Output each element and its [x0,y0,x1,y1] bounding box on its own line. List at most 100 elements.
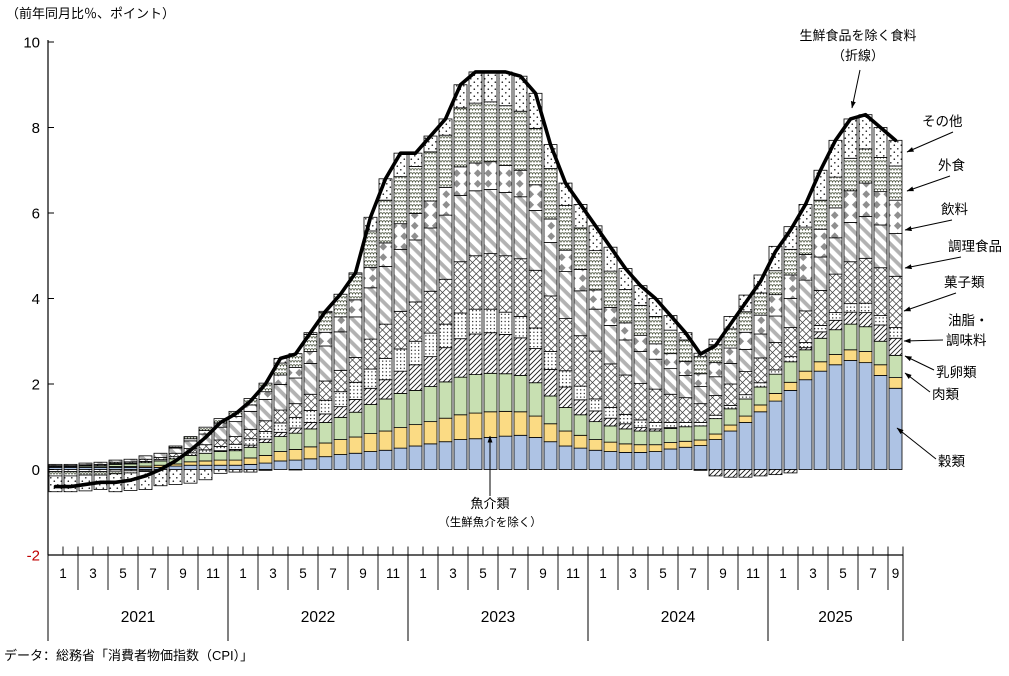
bar-segment-sonota [63,475,78,493]
bar-segment-chori [483,189,498,255]
bar-segment-gyokai [588,439,603,451]
year-label: 2023 [481,609,515,626]
bar-segment-inryo [528,184,543,211]
bar-segment-chori [813,256,828,291]
bar-segment-inryo [843,190,858,223]
bar-segment-kashi [648,388,663,423]
bar-segment-yushi [858,302,873,314]
bar-segment-niku [423,386,438,423]
legend-arrow-chori [904,256,962,270]
bar-segment-chori [228,421,243,437]
bar-segment-chori [288,377,303,405]
bar-segment-inryo [318,331,333,347]
bar-segment-gaishoku [843,157,858,192]
bar-segment-chori [648,358,663,390]
bar-segment-yushi [438,323,453,349]
y-tick-label: 0 [32,462,40,479]
bar-segment-nyuran [603,417,618,427]
bar-segment-kokurui [543,441,558,470]
bar-segment-nyuran [708,469,723,477]
fish-annotation-subtext: （生鮮魚介を除く） [438,516,542,529]
bar-segment-gyokai [738,415,753,423]
bar-segment-kokurui [648,451,663,470]
bar-segment-chori [693,386,708,405]
bar-segment-gyokai [468,412,483,440]
bar-segment-chori [783,298,798,328]
bar-segment-kokurui [813,370,828,470]
bar-segment-gyokai [798,370,813,381]
legend-label-yushi: 油脂・ [948,313,989,328]
bar-segment-chori [393,248,408,312]
bar-segment-inryo [303,351,318,364]
bar-segment-gaishoku [78,471,93,476]
bar-segment-inryo [378,242,393,267]
bar-segment-niku [513,375,528,413]
bar-segment-kokurui [228,464,243,470]
bar-segment-kokurui [498,435,513,470]
bar-segment-sonota [768,245,783,272]
bar-segment-kashi [213,439,228,447]
bar-segment-yushi [483,308,498,334]
bar-segment-gyokai [438,417,453,443]
bar-segment-niku [633,430,648,446]
month-label: 3 [809,566,817,581]
bar-segment-kashi [828,273,843,314]
bar-segment-niku [753,386,768,406]
bar-segment-kokurui [573,447,588,470]
bar-segment-inryo [558,249,573,272]
bar-segment-gyokai [363,433,378,452]
bar-segment-gyokai [663,442,678,450]
bar-segment-kashi [633,383,648,421]
bar-segment-gaishoku [588,250,603,291]
bar-segment-niku [648,430,663,446]
bar-segment-niku [138,462,153,467]
bar-segment-gaishoku [438,134,453,188]
bar-segment-chori [723,363,738,385]
bar-segment-kokurui [423,443,438,470]
bar-segment-gyokai [423,421,438,445]
bar-segment-yushi [408,340,423,366]
bar-segment-inryo [498,165,513,193]
bar-segment-yushi [828,312,843,321]
bar-segment-yushi [468,308,483,335]
bar-segment-nyuran [618,423,633,430]
bar-segment-gyokai [843,349,858,361]
line-annotation: 生鮮食品を除く食料 （折線） [778,28,938,65]
y-tick-label: -2 [27,548,40,565]
bar-segment-gyokai [543,423,558,443]
bar-segment-yushi [798,342,813,349]
bar-segment-sonota [258,469,273,471]
bar-segment-inryo [678,360,693,376]
bar-segment-gaishoku [828,176,843,209]
bar-segment-inryo [483,161,498,190]
bar-segment-kokurui [258,462,273,470]
bar-segment-gaishoku [168,445,183,448]
month-label: 11 [566,566,580,581]
bar-segment-kokurui [408,445,423,470]
bar-segment-chori [798,279,813,312]
bar-segment-kashi [468,255,483,310]
month-label: 1 [419,566,427,581]
bar-segment-kashi [483,253,498,310]
bar-segment-chori [738,348,753,373]
bar-segment-kashi [498,255,513,313]
bar-segment-niku [453,376,468,416]
bar-segment-sonota [213,469,228,474]
bar-segment-chori [378,266,393,325]
bar-segment-inryo [723,347,738,364]
legend-arrow-inryo [904,219,953,232]
legend-arrow-nyuran [904,355,935,371]
bar-segment-kashi [423,290,438,334]
bar-segment-chori [513,196,528,260]
bar-segment-kashi [618,374,633,415]
bar-segment-nyuran [723,469,738,478]
bar-segment-inryo [708,362,723,378]
bar-segment-nyuran [273,431,288,437]
bar-segment-kashi [783,327,798,358]
bar-segment-kashi [798,310,813,343]
legend-arrow-sonota [906,131,954,153]
bar-segment-kashi [768,342,783,371]
